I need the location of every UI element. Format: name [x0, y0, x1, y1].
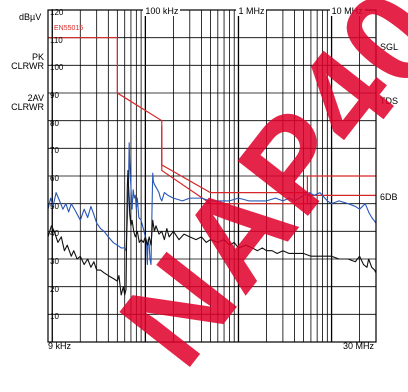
y-tick-label: 50 — [50, 201, 59, 211]
y-tick-label: 60 — [50, 174, 59, 183]
right-status-label: TDS — [380, 96, 398, 106]
left-trace-label: 2AV CLRWR — [11, 93, 44, 112]
y-tick-label: 20 — [50, 284, 59, 294]
y-tick-label: 40 — [50, 229, 59, 239]
right-status-label: 6DB — [380, 192, 398, 202]
y-tick-label: 100 — [50, 63, 64, 73]
trace-2 — [47, 169, 377, 296]
left-trace-label: PK CLRWR — [11, 52, 44, 71]
y-tick-label: 90 — [50, 91, 59, 100]
x-axis-start-label: 9 kHz — [48, 341, 72, 351]
limit-line-label: EN55015 — [54, 25, 84, 32]
x-tick-label: 10 MHz — [329, 6, 365, 16]
y-tick-label: 120 — [50, 8, 64, 17]
measurement-traces — [47, 142, 377, 296]
y-axis-unit-label: dBµV — [19, 12, 42, 22]
x-tick-label: 1 MHz — [236, 6, 267, 16]
y-tick-label: 110 — [50, 35, 63, 45]
y-tick-label: 70 — [50, 146, 59, 156]
grid — [48, 10, 376, 342]
y-tick-label: 80 — [50, 118, 59, 128]
x-tick-label: 100 kHz — [143, 6, 181, 16]
plot-border — [47, 9, 377, 343]
trace-1 — [47, 142, 377, 266]
limit-line-2 — [161, 126, 376, 205]
right-status-label: SGL — [380, 42, 399, 52]
limit-lines — [48, 37, 376, 205]
y-tick-label: 30 — [50, 257, 59, 266]
emi-spectrum-chart — [47, 9, 377, 343]
x-axis-end-label: 30 MHz — [343, 341, 375, 351]
y-tick-label: 10 — [50, 312, 59, 322]
